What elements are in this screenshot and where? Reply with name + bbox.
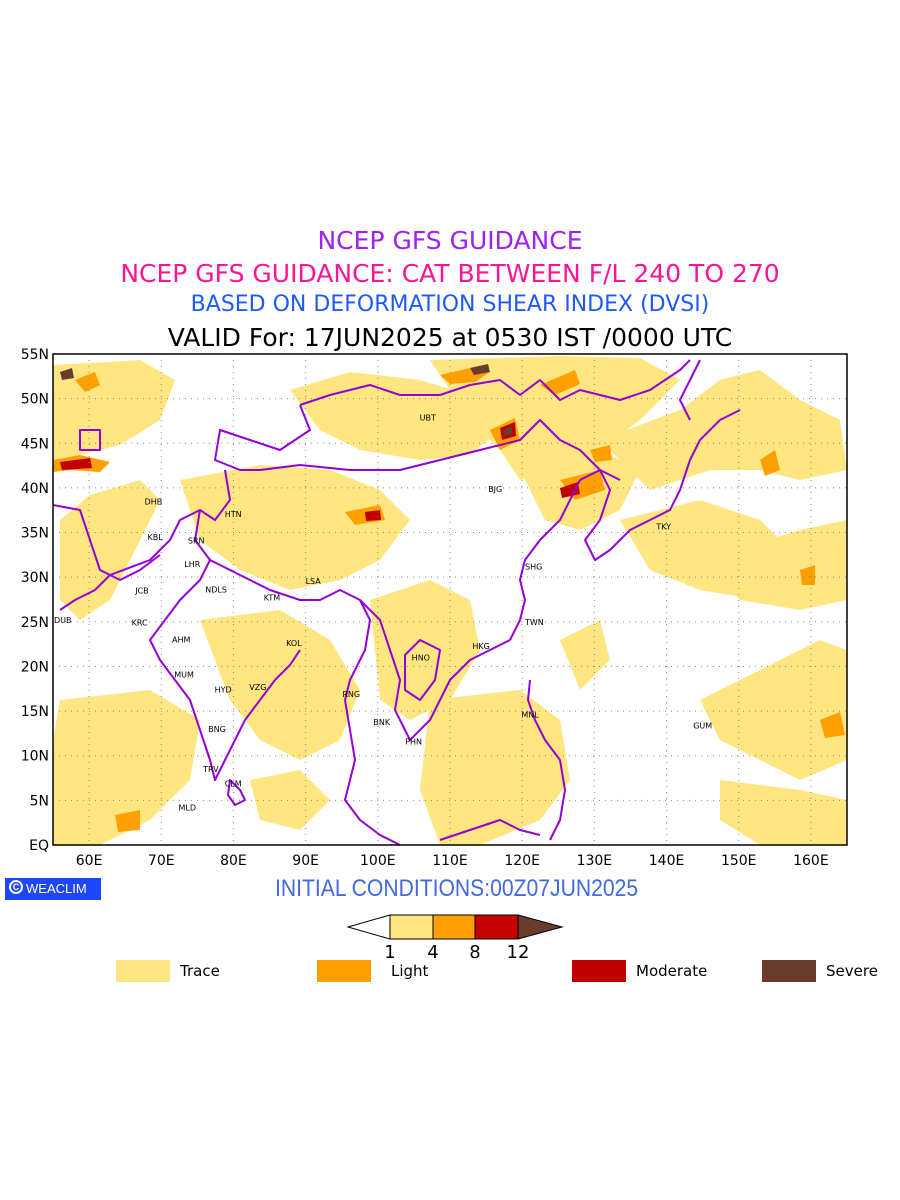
latitude-label: EQ <box>29 838 49 854</box>
initial-conditions: INITIAL CONDITIONS:00Z07JUN2025 <box>275 875 639 902</box>
city-label-ahm: AHM <box>172 636 190 645</box>
city-label-krc: KRC <box>132 619 148 628</box>
latitude-label: 55N <box>21 347 49 363</box>
political-borders <box>53 359 741 845</box>
longitude-label: 80E <box>220 853 247 869</box>
city-label-ndls: NDLS <box>205 586 227 595</box>
latitude-label: 35N <box>21 526 49 542</box>
title-main: NCEP GFS GUIDANCE <box>317 226 583 255</box>
colorbar-segment-trace <box>389 914 434 940</box>
latitude-label: 50N <box>21 392 49 408</box>
latitude-label: 15N <box>21 704 49 720</box>
title-index: BASED ON DEFORMATION SHEAR INDEX (DVSI) <box>190 292 710 317</box>
city-label-srn: SRN <box>188 537 205 546</box>
city-label-rng: RNG <box>342 690 360 699</box>
longitude-label: 60E <box>76 853 103 869</box>
city-label-lhr: LHR <box>184 560 200 569</box>
latitude-labels: 55N 50N 45N 40N 35N 30N 25N 20N 15N 10N 5N EQ <box>21 347 49 854</box>
longitude-label: 110E <box>432 853 468 869</box>
city-label-vzg: VZG <box>249 683 266 692</box>
city-label-trv: TRV <box>202 765 219 774</box>
colorbar: 1 4 8 12 <box>346 914 564 960</box>
city-label-hyd: HYD <box>215 686 232 695</box>
longitude-label: 100E <box>360 853 396 869</box>
city-label-mnl: MNL <box>521 711 539 720</box>
title-cat-levels: NCEP GFS GUIDANCE: CAT BETWEEN F/L 240 T… <box>120 259 780 288</box>
title-valid-time: VALID For: 17JUN2025 at 0530 IST /0000 U… <box>167 323 733 352</box>
city-label-mld: MLD <box>179 804 197 813</box>
city-label-clm: CLM <box>225 779 242 788</box>
city-label-jcb: JCB <box>134 587 148 596</box>
latitude-label: 5N <box>30 793 49 809</box>
city-label-mum: MUM <box>174 670 194 679</box>
colorbar-high-arrow <box>517 914 564 940</box>
legend-label: Trace <box>180 962 220 980</box>
city-label-gum: GUM <box>693 721 712 730</box>
turbulence-map: UBT BJG DHB HTN KBL SRN LHR TKY SHG LSA JCB NDLS KTM… <box>21 347 848 869</box>
city-label-tky: TKY <box>655 522 671 531</box>
city-labels: UBT BJG DHB HTN KBL SRN LHR TKY SHG LSA JCB NDLS KTM… <box>54 413 712 812</box>
weaclim-logo: C WEACLIM <box>5 878 101 900</box>
city-label-shg: SHG <box>525 562 542 571</box>
legend-swatch <box>572 960 626 982</box>
lat-lon-gridlines <box>53 354 847 845</box>
colorbar-tick: 4 <box>427 942 438 960</box>
city-label-twn: TWN <box>524 618 544 627</box>
legend-label: Moderate <box>636 962 708 980</box>
colorbar-low-arrow <box>346 914 391 940</box>
latitude-label: 25N <box>21 615 49 631</box>
longitude-label: 160E <box>793 853 829 869</box>
legend-swatch <box>317 960 371 982</box>
colorbar-tick: 8 <box>469 942 480 960</box>
legend-label: Light <box>391 962 429 980</box>
colorbar-segment-moderate <box>474 914 519 940</box>
city-label-hkg: HKG <box>472 642 489 651</box>
longitude-label: 70E <box>148 853 175 869</box>
longitude-label: 150E <box>721 853 757 869</box>
legend-swatch <box>116 960 170 982</box>
map-frame <box>52 353 848 846</box>
latitude-label: 40N <box>21 481 49 497</box>
legend-swatch <box>762 960 816 982</box>
city-label-kol: KOL <box>286 639 302 648</box>
colorbar-tick: 12 <box>507 942 530 960</box>
legend-label: Severe <box>826 962 878 980</box>
copyright-icon: C <box>9 880 23 894</box>
latitude-label: 45N <box>21 436 49 452</box>
longitude-label: 130E <box>577 853 613 869</box>
turbulence-shading <box>53 356 847 845</box>
city-label-kbl: KBL <box>147 533 163 542</box>
logo-text: WEACLIM <box>26 881 87 896</box>
city-label-dub: DUB <box>54 616 72 625</box>
city-label-lsa: LSA <box>306 577 322 586</box>
longitude-label: 140E <box>649 853 685 869</box>
city-label-bng: BNG <box>208 725 226 734</box>
colorbar-tick: 1 <box>384 942 395 960</box>
city-label-ubt: UBT <box>420 413 436 422</box>
latitude-label: 10N <box>21 749 49 765</box>
latitude-label: 20N <box>21 659 49 675</box>
latitude-label: 30N <box>21 570 49 586</box>
city-label-ktm: KTM <box>264 594 281 603</box>
city-label-dhb: DHB <box>145 497 163 506</box>
longitude-label: 90E <box>292 853 319 869</box>
city-label-hno: HNO <box>412 654 430 663</box>
city-label-htn: HTN <box>225 510 242 519</box>
longitude-label: 120E <box>504 853 540 869</box>
city-label-bjg: BJG <box>488 485 502 494</box>
colorbar-segment-light <box>432 914 476 940</box>
city-label-phn: PHN <box>405 737 422 746</box>
longitude-labels: 60E 70E 80E 90E 100E 110E 120E 130E 140E 150E 160E <box>76 853 829 869</box>
city-label-bnk: BNK <box>373 718 390 727</box>
